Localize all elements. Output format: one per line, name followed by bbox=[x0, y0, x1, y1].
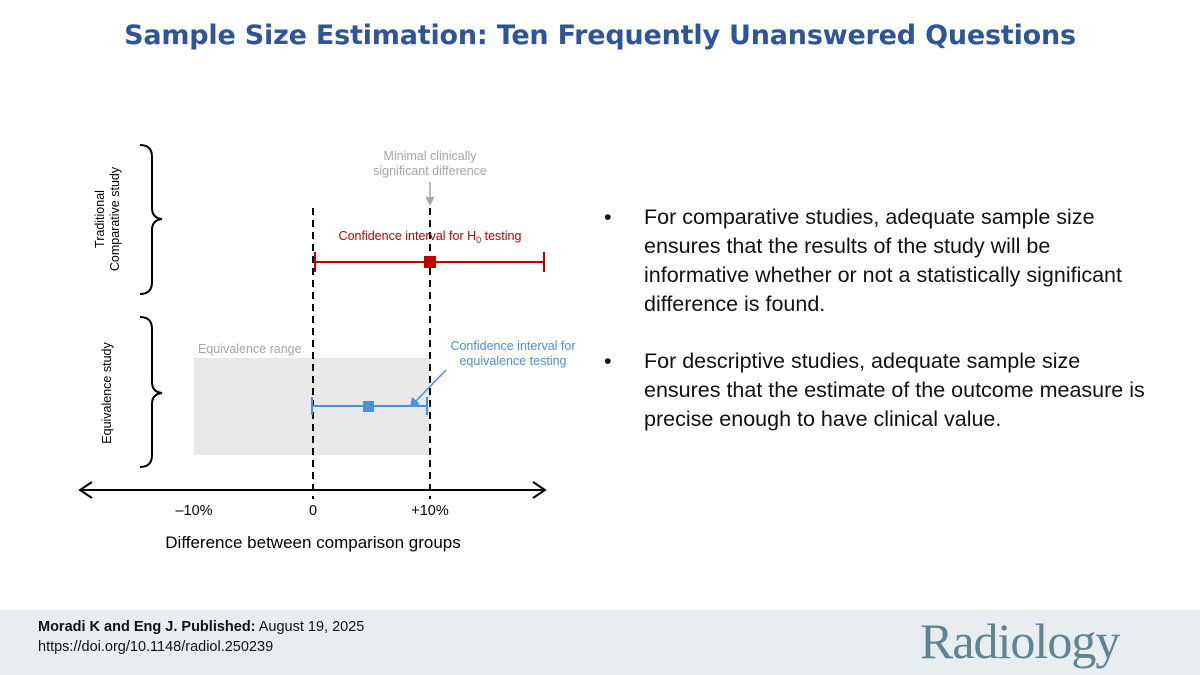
ci-equiv-point-estimate bbox=[363, 401, 374, 412]
bullet-text-comparative: For comparative studies, adequate sample… bbox=[644, 205, 1122, 316]
citation-doi[interactable]: https://doi.org/10.1148/radiol.250239 bbox=[38, 639, 274, 655]
page-title: Sample Size Estimation: Ten Frequently U… bbox=[124, 20, 1076, 51]
bullet-item: • For comparative studies, adequate samp… bbox=[598, 203, 1158, 319]
mcsd-label-line2: significant difference bbox=[373, 164, 487, 178]
traditional-label-line1: Traditional bbox=[93, 190, 107, 248]
citation-authors: Moradi K and Eng J. Published: bbox=[38, 619, 256, 635]
traditional-brace bbox=[139, 144, 163, 295]
mcsd-arrow-head bbox=[425, 197, 435, 206]
equivalence-label: Equivalence study bbox=[100, 342, 114, 444]
equivalence-diagram: Traditional Comparative study Equivalenc… bbox=[78, 144, 576, 552]
ci-equiv-pointer-head bbox=[410, 397, 420, 407]
equivalence-brace bbox=[139, 316, 163, 468]
bullet-dot: • bbox=[604, 349, 612, 373]
bullet-dot: • bbox=[604, 205, 612, 229]
traditional-label-line2: Comparative study bbox=[108, 166, 122, 271]
bullet-item: • For descriptive studies, adequate samp… bbox=[598, 347, 1158, 434]
ci-h0-label-text: Confidence interval for H bbox=[339, 229, 477, 243]
footer-bar: Moradi K and Eng J. Published: August 19… bbox=[0, 610, 1200, 675]
bullet-text-descriptive: For descriptive studies, adequate sample… bbox=[644, 349, 1145, 431]
x-axis-right-arrow bbox=[532, 481, 547, 499]
ci-h0-point-estimate bbox=[424, 256, 436, 268]
ci-equiv-label-line2: equivalence testing bbox=[459, 354, 566, 368]
citation: Moradi K and Eng J. Published: August 19… bbox=[38, 617, 364, 657]
ci-h0-label-suffix: testing bbox=[481, 229, 521, 243]
ci-equiv-pointer bbox=[415, 369, 447, 402]
ci-equiv-label-line1: Confidence interval for bbox=[450, 339, 575, 353]
bullet-list: • For comparative studies, adequate samp… bbox=[598, 203, 1158, 434]
mcsd-label-line1: Minimal clinically bbox=[383, 149, 477, 163]
citation-date: August 19, 2025 bbox=[255, 619, 365, 635]
x-axis-left-arrow bbox=[78, 481, 93, 499]
citation-line1: Moradi K and Eng J. Published: August 19… bbox=[38, 617, 364, 637]
x-axis-label: Difference between comparison groups bbox=[165, 533, 460, 552]
tick-label-zero: 0 bbox=[309, 503, 317, 519]
ci-h0-label: Confidence interval for H0 testing bbox=[339, 229, 522, 245]
ci-h0-label-subscript: 0 bbox=[476, 235, 481, 245]
radiology-logo: Radiology bbox=[920, 613, 1120, 669]
equivalence-range-label: Equivalence range bbox=[198, 342, 302, 356]
tick-label-plus10: +10% bbox=[411, 503, 449, 519]
tick-label-minus10: –10% bbox=[175, 503, 212, 519]
